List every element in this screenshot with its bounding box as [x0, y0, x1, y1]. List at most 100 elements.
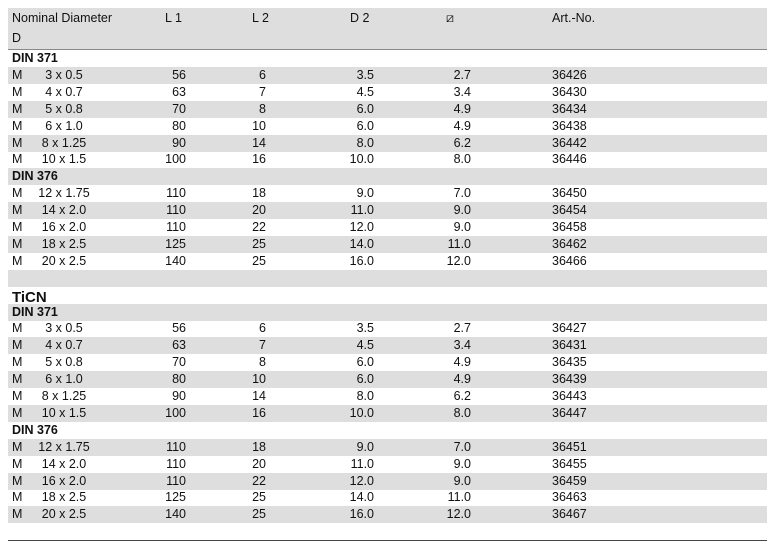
table-cell: 3.5 [356, 321, 374, 336]
table-row: DIN 376 [8, 422, 767, 439]
table-cell: 8 x 1.25 [41, 389, 87, 403]
table-cell: 8 [259, 101, 266, 116]
table-cell: 4 x 0.7 [45, 338, 83, 353]
header-cell: L 2 [252, 11, 269, 25]
table-cell: 4.9 [453, 118, 471, 133]
table-cell: 12.0 [349, 473, 374, 488]
table-cell: M [12, 101, 23, 116]
table-cell: 36458 [552, 220, 587, 234]
table-cell: 4.9 [453, 101, 471, 116]
table-cell: 6.0 [356, 118, 374, 133]
table-cell: 10 x 1.5 [41, 405, 87, 420]
table-cell: 4.5 [356, 84, 374, 99]
table-cell: 18 [252, 439, 266, 454]
table-cell: 6.2 [453, 389, 471, 403]
table-cell: 140 [165, 253, 186, 268]
table-cell: 36450 [552, 186, 587, 201]
table-cell: 36467 [552, 507, 587, 522]
table-cell: 9.0 [453, 220, 471, 234]
table-row: M 5 x 0.8 70 8 6.0 4.9 36435 [8, 354, 767, 371]
table-cell: M [12, 372, 23, 387]
table-row: M 8 x 1.25 90 14 8.0 6.2 36443 [8, 388, 767, 405]
table-cell: 9.0 [453, 203, 471, 218]
table-cell: M [12, 203, 23, 218]
table-cell: 110 [166, 473, 186, 488]
table-cell: 36435 [552, 355, 587, 370]
group-title: DIN 376 [12, 169, 58, 184]
table-cell: 36443 [552, 389, 587, 403]
table-cell: 6.0 [356, 372, 374, 387]
table-cell: 2.7 [453, 67, 471, 82]
table-cell: 22 [252, 220, 266, 234]
table-cell: 11.0 [447, 236, 471, 251]
table-cell: 3.4 [453, 338, 471, 353]
table-cell: 36442 [552, 135, 587, 150]
table-cell: 110 [166, 203, 186, 218]
table-row: M 16 x 2.0 110 22 12.0 9.0 36459 [8, 472, 767, 490]
table-cell: 80 [172, 118, 186, 133]
table-cell: 14.0 [349, 490, 374, 505]
table-cell: 10.0 [349, 405, 374, 420]
table-row: M 20 x 2.5 140 25 16.0 12.0 36467 [8, 506, 767, 524]
table-cell: 8.0 [453, 405, 471, 420]
table-cell: 8.0 [453, 152, 471, 167]
table-cell: 10 [252, 118, 266, 133]
table-row: M 3 x 0.5 56 6 3.5 2.7 36427 [8, 320, 767, 337]
table-cell: M [12, 135, 23, 150]
header-band [8, 8, 767, 49]
table-row [8, 269, 767, 287]
table-cell: M [12, 439, 23, 454]
table-row: M 14 x 2.0 110 20 11.0 9.0 36454 [8, 202, 767, 220]
table-cell: 36459 [552, 473, 587, 488]
table-cell: 36451 [552, 439, 587, 454]
table-cell: 6.2 [453, 135, 471, 150]
table-cell: 4.9 [453, 355, 471, 370]
table-cell: 110 [166, 220, 186, 234]
table-cell: 20 [252, 456, 266, 471]
table-row: M 12 x 1.75 110 18 9.0 7.0 36450 [8, 185, 767, 202]
table-cell: 56 [172, 321, 186, 336]
table-row: M 12 x 1.75 110 18 9.0 7.0 36451 [8, 438, 767, 456]
header-cell: L 1 [165, 11, 182, 25]
group-title: DIN 371 [12, 304, 58, 319]
table-cell: 110 [166, 456, 186, 471]
table-cell: 25 [252, 490, 266, 505]
table-cell: 20 x 2.5 [41, 507, 87, 522]
table-cell: 14 [252, 135, 266, 150]
table-cell: 36431 [552, 338, 587, 353]
header-cell: Art.-No. [552, 11, 596, 25]
table-row: M 4 x 0.7 63 7 4.5 3.4 36431 [8, 337, 767, 355]
table-cell: 25 [252, 236, 266, 251]
table-cell: 3 x 0.5 [45, 67, 83, 82]
table-cell: M [12, 186, 23, 201]
table-cell: 36427 [552, 321, 587, 336]
table-cell: 12 x 1.75 [38, 186, 90, 201]
table-row: M 10 x 1.5 100 16 10.0 8.0 36447 [8, 404, 767, 422]
table-cell: 16 [252, 405, 266, 420]
table-cell: 36455 [552, 456, 587, 471]
table-cell: 14.0 [349, 236, 374, 251]
header-cell: ⧄ [446, 10, 454, 25]
header-cell: Nominal Diameter [12, 11, 113, 25]
table-cell: 4.5 [356, 338, 374, 353]
table-cell: 25 [252, 507, 266, 522]
section-title: TiCN [12, 288, 47, 306]
table-cell: 7.0 [453, 439, 471, 454]
table-cell: 36462 [552, 236, 587, 251]
table-cell: 110 [166, 186, 186, 201]
table-row: M 6 x 1.0 80 10 6.0 4.9 36439 [8, 371, 767, 389]
table-cell: 11.0 [350, 456, 374, 471]
table-cell: 4 x 0.7 [45, 84, 83, 99]
table-cell: 6 [259, 67, 266, 82]
table-cell: M [12, 389, 23, 403]
table-cell: 10 x 1.5 [41, 152, 87, 167]
table-cell: 63 [172, 84, 186, 99]
table-cell: M [12, 473, 23, 488]
table-cell: 6 x 1.0 [45, 118, 83, 133]
table-cell: 5 x 0.8 [45, 355, 83, 370]
table-cell: 125 [165, 490, 186, 505]
table-cell: M [12, 220, 23, 234]
table-cell: 36466 [552, 253, 587, 268]
table-cell: 14 x 2.0 [41, 203, 87, 218]
table-cell: 9.0 [356, 439, 374, 454]
